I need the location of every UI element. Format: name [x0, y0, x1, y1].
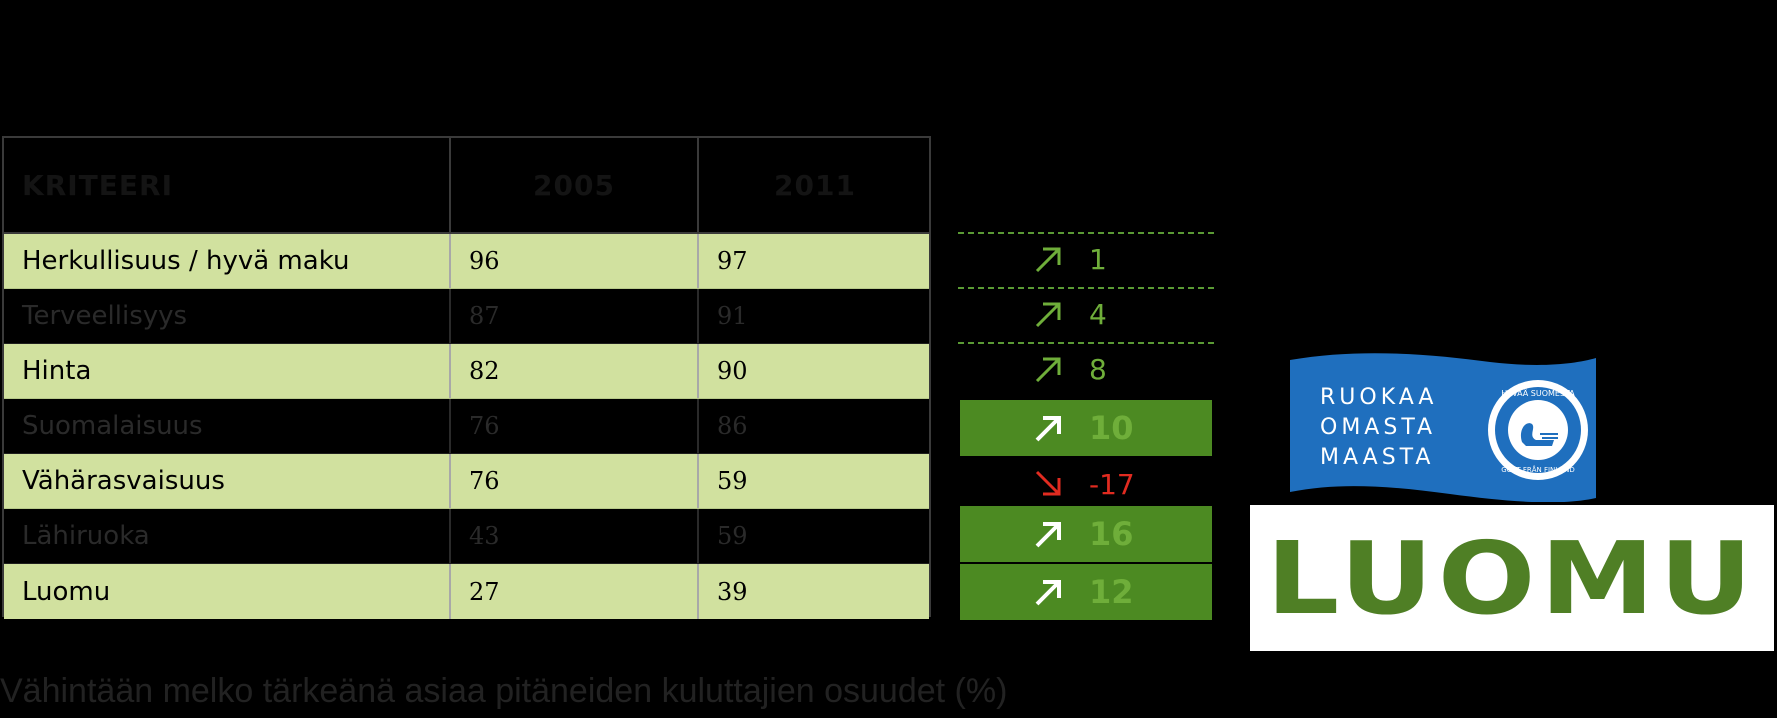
table-header-row: KRITEERI 2005 2011 [4, 138, 929, 234]
arrow-up-right-icon [1035, 580, 1061, 606]
change-item: 4 [958, 287, 1214, 339]
criterion-label: Hinta [22, 356, 92, 386]
change-value: -17 [1089, 467, 1135, 501]
change-value: 1 [1089, 242, 1107, 276]
change-value: 4 [1089, 297, 1107, 331]
header-2011: 2011 [697, 138, 931, 232]
swan-seal-icon: HYVÄÄ SUOMESTA GOTT FRÅN FINLAND [1488, 380, 1588, 480]
luomu-logo-text: LUOMU [1266, 519, 1758, 637]
criteria-table: KRITEERI 2005 2011 Herkullisuus / hyvä m… [2, 136, 931, 619]
value-2011: 39 [697, 564, 931, 619]
change-value: 12 [1089, 573, 1134, 611]
arrow-up-right-icon [1035, 522, 1061, 548]
value-2011: 97 [697, 234, 931, 288]
caption: Vähintään melko tärkeänä asiaa pitäneide… [0, 672, 1008, 710]
arrow-up-right-icon [1035, 357, 1061, 383]
table-row: Luomu 27 39 [4, 564, 929, 619]
value-2011: 86 [697, 399, 931, 453]
seal-top-text: HYVÄÄ SUOMESTA [1501, 388, 1575, 398]
change-item: 8 [958, 342, 1214, 394]
seal-bottom-text: GOTT FRÅN FINLAND [1501, 465, 1575, 474]
value-2005: 43 [449, 509, 697, 563]
luomu-logo: LUOMU [1250, 505, 1774, 651]
arrow-up-right-icon [1035, 416, 1061, 442]
value-2005: 27 [449, 564, 697, 619]
ruokaa-omasta-maasta-logo: RUOKAA OMASTA MAASTA HYVÄÄ SUOMESTA GOTT… [1290, 353, 1596, 502]
criterion-label: Vähärasvaisuus [22, 466, 225, 496]
flag-line-3: MAASTA [1320, 445, 1434, 470]
header-2005: 2005 [449, 138, 697, 232]
change-item-highlighted: 10 [960, 400, 1212, 456]
value-2011: 59 [697, 509, 931, 563]
table-row: Terveellisyys 87 91 [4, 289, 929, 344]
criterion-label: Luomu [22, 576, 111, 607]
arrow-up-right-icon [1035, 302, 1061, 328]
value-2011: 90 [697, 344, 931, 398]
flag-line-2: OMASTA [1320, 415, 1436, 440]
header-criterion: KRITEERI [22, 168, 174, 202]
change-value: 16 [1089, 515, 1134, 553]
criterion-label: Suomalaisuus [22, 411, 203, 441]
arrow-down-right-icon [1035, 470, 1061, 496]
arrow-up-right-icon [1035, 247, 1061, 273]
table-row: Hinta 82 90 [4, 344, 929, 399]
value-2005: 96 [449, 234, 697, 288]
change-value: 8 [1089, 352, 1107, 386]
table-row: Suomalaisuus 76 86 [4, 399, 929, 454]
criterion-label: Herkullisuus / hyvä maku [22, 246, 350, 276]
criterion-label: Lähiruoka [22, 521, 150, 551]
change-value: 10 [1089, 409, 1134, 447]
table-row: Vähärasvaisuus 76 59 [4, 454, 929, 509]
value-2011: 59 [697, 454, 931, 508]
value-2005: 76 [449, 399, 697, 453]
value-2005: 76 [449, 454, 697, 508]
table-row: Lähiruoka 43 59 [4, 509, 929, 564]
value-2011: 91 [697, 289, 931, 343]
change-item-highlighted: 12 [960, 564, 1212, 620]
change-item: 1 [958, 232, 1214, 284]
flag-line-1: RUOKAA [1320, 385, 1437, 410]
change-item-highlighted: 16 [960, 506, 1212, 562]
value-2005: 87 [449, 289, 697, 343]
change-item: -17 [958, 458, 1214, 510]
table-row: Herkullisuus / hyvä maku 96 97 [4, 234, 929, 289]
criterion-label: Terveellisyys [22, 301, 188, 331]
value-2005: 82 [449, 344, 697, 398]
